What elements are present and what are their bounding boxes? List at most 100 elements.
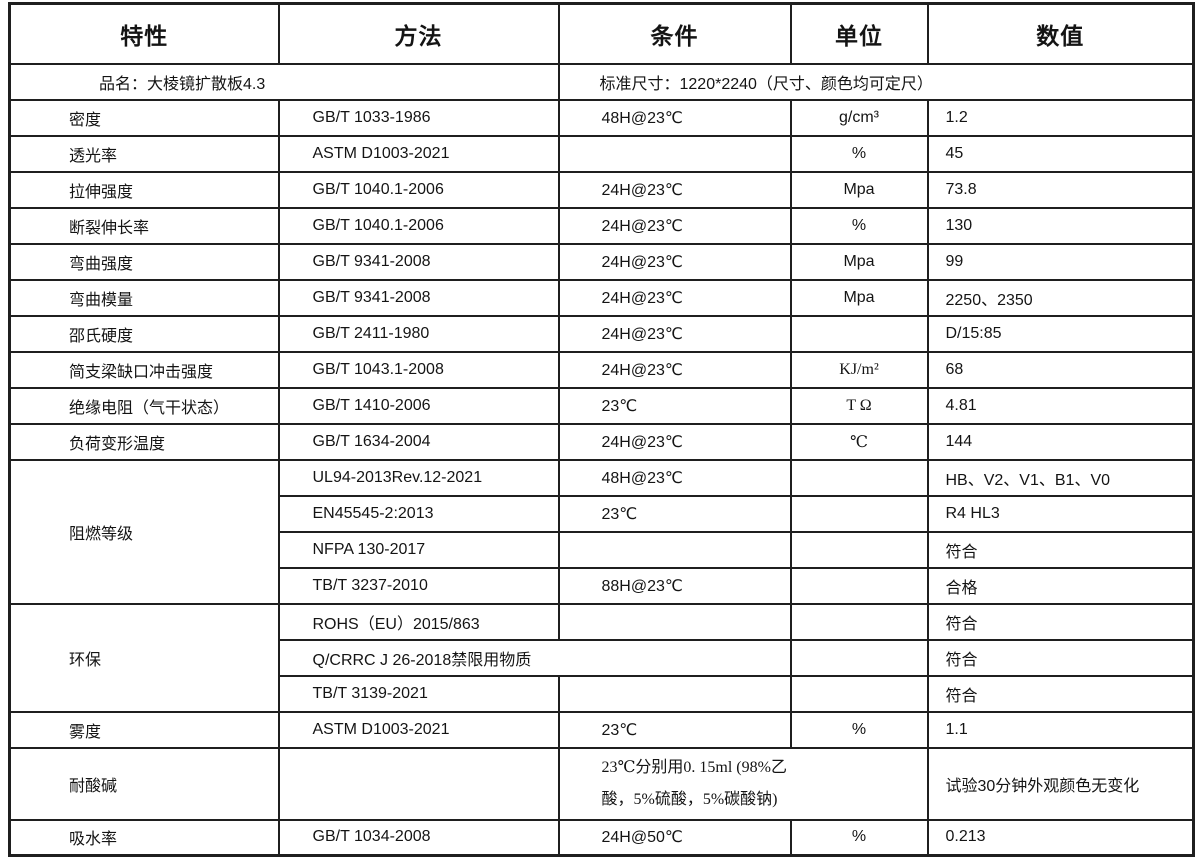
table-cell: 弯曲强度 (8, 242, 280, 281)
table-cell: 24H@23℃ (557, 206, 792, 245)
table-cell: 48H@23℃ (557, 98, 792, 137)
table-cell: 透光率 (8, 134, 280, 173)
table-cell: R4 HL3 (926, 494, 1195, 533)
table-row: TB/T 3139-2021 符合 (10, 674, 1195, 713)
table-cell: 断裂伸长率 (8, 206, 280, 245)
table-cell: 雾度 (8, 710, 280, 749)
table-cell: ℃ (789, 422, 929, 461)
table-cell: D/15:85 (926, 314, 1195, 353)
table-cell (557, 134, 792, 173)
table-cell (789, 530, 929, 569)
table-cell: Mpa (789, 242, 929, 281)
table-cell: 24H@23℃ (557, 314, 792, 353)
table-cell: 合格 (926, 566, 1195, 605)
table-cell: 耐酸碱 (8, 746, 280, 821)
table-cell: 试验30分钟外观颜色无变化 (926, 746, 1195, 821)
table-row: 吸水率 GB/T 1034-2008 24H@50℃% 0.213 (8, 818, 1195, 857)
table-row: 断裂伸长率 GB/T 1040.1-2006 24H@23℃% 130 (8, 206, 1195, 245)
table-cell: 简支梁缺口冲击强度 (8, 350, 280, 389)
table-cell (789, 314, 929, 353)
table-row: EN45545-2:2013 23℃ R4 HL3 (10, 494, 1195, 533)
table-cell: 45 (926, 134, 1195, 173)
table-cell: % (789, 818, 929, 857)
table-cell: GB/T 1033-1986 (277, 98, 560, 137)
table-cell: 负荷变形温度 (8, 422, 280, 461)
table-cell: ASTM D1003-2021 (277, 710, 560, 749)
table-cell: 密度 (8, 98, 280, 137)
table-cell: Mpa (789, 278, 929, 317)
table-cell: 23℃ (557, 710, 792, 749)
table-cell (557, 530, 792, 569)
header-row: 特性 方法 条件 单位 数值 (8, 2, 1195, 65)
table-cell: GB/T 9341-2008 (277, 242, 560, 281)
table-cell (789, 602, 929, 641)
table-cell: 1.2 (926, 98, 1195, 137)
table-header: 特性 方法 条件 单位 数值 (8, 2, 1195, 65)
table-row: 弯曲模量 GB/T 9341-2008 24H@23℃ Mpa 2250、2350 (8, 278, 1195, 317)
table-cell: 阻燃等级 (8, 458, 280, 605)
table-cell (277, 746, 560, 821)
table-row: 耐酸碱 23℃分别用0. 15ml (98%乙 酸，5%硫酸，5%碳酸钠) 试验30… (8, 746, 1195, 821)
table-cell: 拉伸强度 (8, 170, 280, 209)
table-row: 绝缘电阻（气干状态） GB/T 1410-2006 23℃ T Ω 4.81 (8, 386, 1195, 425)
product-name: 品名：大棱镜扩散板4.3 (8, 62, 560, 101)
table-cell: 符合 (926, 638, 1195, 677)
table-row: 雾度 ASTM D1003-2021 23℃% 1.1 (8, 710, 1195, 749)
table-row: 负荷变形温度 GB/T 1634-2004 24H@23℃ ℃ 144 (8, 422, 1195, 461)
table-cell: GB/T 9341-2008 (277, 278, 560, 317)
table-row: 简支梁缺口冲击强度 GB/T 1043.1-2008 24H@23℃ KJ/m² 68 (8, 350, 1195, 389)
table-cell: 绝缘电阻（气干状态） (8, 386, 280, 425)
table-cell: 88H@23℃ (557, 566, 792, 605)
table-cell: 24H@50℃ (557, 818, 792, 857)
table-cell: HB、V2、V1、B1、V0 (926, 458, 1195, 497)
table-row: 密度 GB/T 1033-1986 48H@23℃ g/cm³ 1.2 (8, 98, 1195, 137)
table-cell: GB/T 1043.1-2008 (277, 350, 560, 389)
table-cell (789, 566, 929, 605)
table-cell: GB/T 1634-2004 (277, 422, 560, 461)
table-cell: 符合 (926, 674, 1195, 713)
table-cell: 环保 (8, 602, 280, 713)
table-cell: 0.213 (926, 818, 1195, 857)
standard-size: 标准尺寸：1220*2240（尺寸、颜色均可定尺） (557, 62, 1195, 101)
table-row: 透光率 ASTM D1003-2021% 45 (8, 134, 1195, 173)
table-cell: 24H@23℃ (557, 242, 792, 281)
table-cell: GB/T 1040.1-2006 (277, 170, 560, 209)
table-cell: 73.8 (926, 170, 1195, 209)
table-cell: ROHS（EU）2015/863 (277, 602, 560, 641)
table-cell: 48H@23℃ (557, 458, 792, 497)
table-cell: 24H@23℃ (557, 350, 792, 389)
table-cell: T Ω (789, 386, 929, 425)
table-cell: NFPA 130-2017 (277, 530, 560, 569)
table-cell: 68 (926, 350, 1195, 389)
table-cell: 24H@23℃ (557, 422, 792, 461)
table-cell: % (789, 710, 929, 749)
column-header-unit: 单位 (789, 2, 929, 65)
table-cell: 1.1 (926, 710, 1195, 749)
table-cell: 邵氏硬度 (8, 314, 280, 353)
table-cell: % (789, 134, 929, 173)
table-row: 阻燃等级 UL94-2013Rev.12-2021 48H@23℃ HB、V2、V1、… (8, 458, 1195, 605)
table-cell (557, 674, 792, 713)
table-cell: 弯曲模量 (8, 278, 280, 317)
table-cell: g/cm³ (789, 98, 929, 137)
table-cell: Mpa (789, 170, 929, 209)
product-info-row: 品名：大棱镜扩散板4.3 标准尺寸：1220*2240（尺寸、颜色均可定尺） (8, 62, 1195, 101)
table-cell: 吸水率 (8, 818, 280, 857)
table-cell: ASTM D1003-2021 (277, 134, 560, 173)
table-row: TB/T 3237-2010 88H@23℃ 合格 (10, 566, 1195, 605)
table-cell (789, 494, 929, 533)
table-cell (789, 638, 929, 677)
table-cell: GB/T 1034-2008 (277, 818, 560, 857)
table-cell (789, 674, 929, 713)
table-row: 弯曲强度 GB/T 9341-2008 24H@23℃ Mpa 99 (8, 242, 1195, 281)
table-cell: 144 (926, 422, 1195, 461)
table-cell: Q/CRRC J 26-2018禁限用物质 (277, 638, 792, 677)
spec-table: 特性 方法 条件 单位 数值 品名：大棱镜扩散板4.3 标准尺寸：1220*22… (8, 2, 1195, 857)
table-cell: EN45545-2:2013 (277, 494, 560, 533)
table-cell: 符合 (926, 602, 1195, 641)
table-cell (789, 458, 929, 497)
table-cell: KJ/m² (789, 350, 929, 389)
table-row: NFPA 130-2017 符合 (10, 530, 1195, 569)
table-cell: % (789, 206, 929, 245)
table-cell: 23℃ (557, 494, 792, 533)
